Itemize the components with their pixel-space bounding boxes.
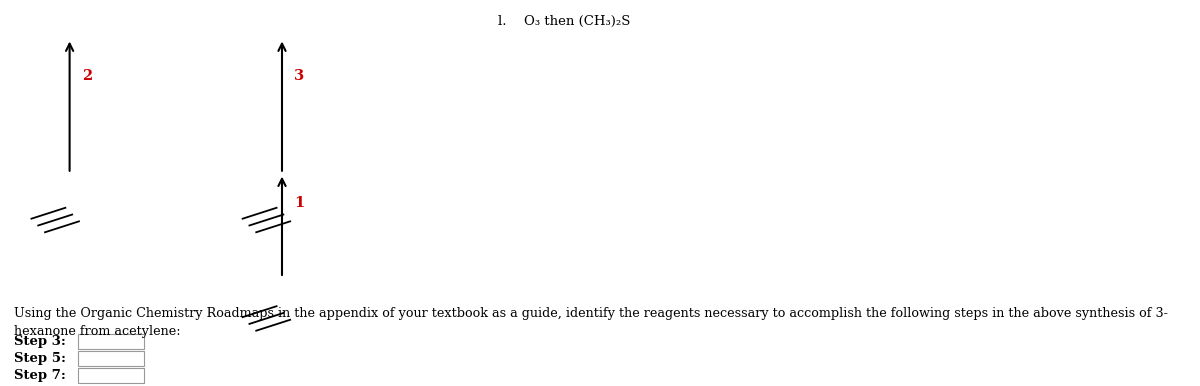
FancyBboxPatch shape [78,351,144,366]
Text: 2: 2 [82,69,92,83]
FancyBboxPatch shape [78,334,144,349]
Text: l.  O₃ then (CH₃)₂S: l. O₃ then (CH₃)₂S [498,15,630,29]
Text: 3: 3 [294,69,304,83]
Text: Using the Organic Chemistry Roadmaps in the appendix of your textbook as a guide: Using the Organic Chemistry Roadmaps in … [14,307,1169,338]
Text: Step 5:: Step 5: [14,352,66,365]
Text: Step 7:: Step 7: [14,369,66,382]
FancyBboxPatch shape [78,368,144,383]
Text: Step 3:: Step 3: [14,335,66,348]
Text: 1: 1 [294,196,305,210]
